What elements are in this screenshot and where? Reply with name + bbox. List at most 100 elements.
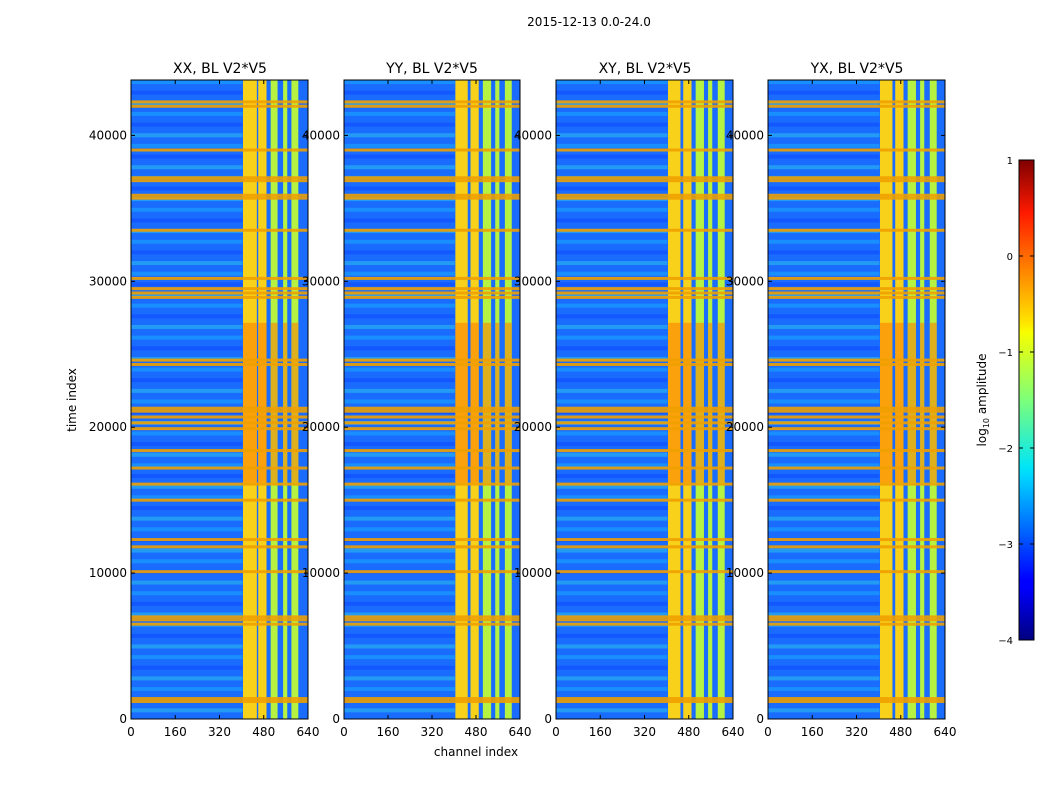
heatmap-texture-row — [768, 442, 880, 447]
heatmap-texture-row — [131, 633, 243, 638]
time-rfi-row — [344, 699, 520, 703]
time-rfi-row — [556, 615, 733, 619]
time-rfi-row — [768, 196, 945, 200]
heatmap-texture-row — [131, 591, 243, 596]
time-rfi-row — [344, 179, 520, 183]
x-tick-label: 320 — [633, 725, 656, 739]
heatmap-texture-row — [768, 676, 880, 681]
heatmap-texture-row — [556, 250, 668, 255]
heatmap-texture-row — [556, 324, 668, 329]
heatmap-texture-row — [768, 154, 880, 159]
channel-band-hot — [717, 322, 725, 483]
time-rfi-row — [556, 697, 733, 701]
time-rfi-row — [556, 498, 733, 502]
x-tick-label: 480 — [465, 725, 488, 739]
heatmap-texture-row — [344, 239, 455, 244]
time-rfi-row — [768, 697, 945, 701]
heatmap-texture-row — [768, 261, 880, 266]
heatmap-texture-row — [556, 261, 668, 266]
heatmap-texture-row — [344, 186, 455, 191]
heatmap-texture-row — [768, 516, 880, 521]
time-rfi-row — [344, 287, 520, 291]
heatmap-texture-row — [768, 463, 880, 468]
heatmap-texture-row — [131, 271, 243, 276]
heatmap-texture-row — [556, 665, 668, 670]
heatmap-texture-row — [131, 442, 243, 447]
heatmap-texture-row — [344, 452, 455, 457]
time-rfi-row — [556, 466, 733, 470]
heatmap-texture-row — [131, 601, 243, 606]
heatmap-texture-row — [556, 154, 668, 159]
time-rfi-row — [344, 193, 520, 197]
time-rfi-row — [131, 409, 308, 413]
channel-band-hot — [880, 322, 893, 483]
colorbar: 1 0 −1 −2 −3 −4 log10 amplitude — [975, 156, 1035, 647]
time-rfi-row — [131, 193, 308, 197]
time-rfi-row — [556, 148, 733, 152]
heatmap-texture-row — [131, 495, 243, 500]
heatmap-texture-row — [344, 388, 455, 393]
heatmap-texture-row — [768, 633, 880, 638]
heatmap-texture-row — [556, 90, 668, 95]
time-rfi-row — [556, 482, 733, 486]
time-rfi-row — [556, 179, 733, 183]
time-rfi-row — [768, 615, 945, 619]
time-rfi-row — [344, 228, 520, 232]
heatmap-texture-row — [344, 207, 455, 212]
x-tick-label: 160 — [589, 725, 612, 739]
heatmap-texture-row — [344, 676, 455, 681]
heatmap-texture-row — [556, 143, 668, 148]
heatmap-texture-row — [344, 271, 455, 276]
axis-ticks-xy: 0 160 320 480 640 0 10000 20000 30000 40000 — [514, 80, 744, 739]
time-rfi-row — [768, 295, 945, 299]
heatmap-texture-row — [556, 218, 668, 223]
heatmap-texture-row — [344, 335, 455, 340]
y-tick-label: 10000 — [514, 566, 552, 580]
heatmap-texture-row — [344, 261, 455, 266]
heatmap-texture-row — [344, 548, 455, 553]
heatmap-texture-row — [556, 303, 668, 308]
time-rfi-row — [131, 622, 308, 626]
heatmap-texture-row — [131, 484, 243, 489]
heatmap-texture-row — [344, 516, 455, 521]
time-rfi-row — [768, 287, 945, 291]
time-rfi-row — [556, 358, 733, 362]
heatmap-texture-row — [556, 399, 668, 404]
colorbar-tick-label: −2 — [998, 444, 1013, 455]
heatmap-texture-row — [768, 346, 880, 351]
panel-title-yx: YX, BL V2*V5 — [810, 61, 904, 77]
time-rfi-row — [556, 406, 733, 410]
heatmap-texture-row — [131, 143, 243, 148]
heatmap-texture-row — [344, 527, 455, 532]
colorbar-tick-label: −1 — [998, 348, 1013, 359]
heatmap-texture-row — [556, 111, 668, 116]
time-rfi-row — [344, 421, 520, 425]
heatmap-texture-row — [344, 314, 455, 319]
time-rfi-row — [768, 276, 945, 280]
heatmap-texture-row — [344, 665, 455, 670]
y-tick-label: 0 — [544, 712, 552, 726]
heatmap-texture-row — [768, 367, 880, 372]
time-rfi-row — [131, 498, 308, 502]
channel-band-hot — [258, 322, 267, 483]
heatmap-texture-row — [768, 601, 880, 606]
heatmap-texture-row — [131, 687, 243, 692]
time-rfi-row — [556, 228, 733, 232]
time-rfi-row — [344, 697, 520, 701]
time-rfi-row — [344, 362, 520, 366]
heatmap-texture-row — [556, 580, 668, 585]
heatmap-texture-row — [556, 676, 668, 681]
heatmap-texture-row — [768, 484, 880, 489]
y-tick-label: 20000 — [726, 420, 764, 434]
heatmap-texture-row — [556, 548, 668, 553]
time-rfi-row — [131, 196, 308, 200]
time-rfi-row — [344, 538, 520, 542]
channel-band-hot — [895, 322, 904, 483]
time-rfi-row — [768, 148, 945, 152]
heatmap-texture-row — [556, 559, 668, 564]
y-tick-label: 30000 — [89, 274, 127, 288]
heatmap-texture-row — [556, 527, 668, 532]
heatmap-texture-row — [768, 165, 880, 170]
y-tick-label: 40000 — [302, 128, 340, 142]
heatmap-texture-row — [556, 644, 668, 649]
